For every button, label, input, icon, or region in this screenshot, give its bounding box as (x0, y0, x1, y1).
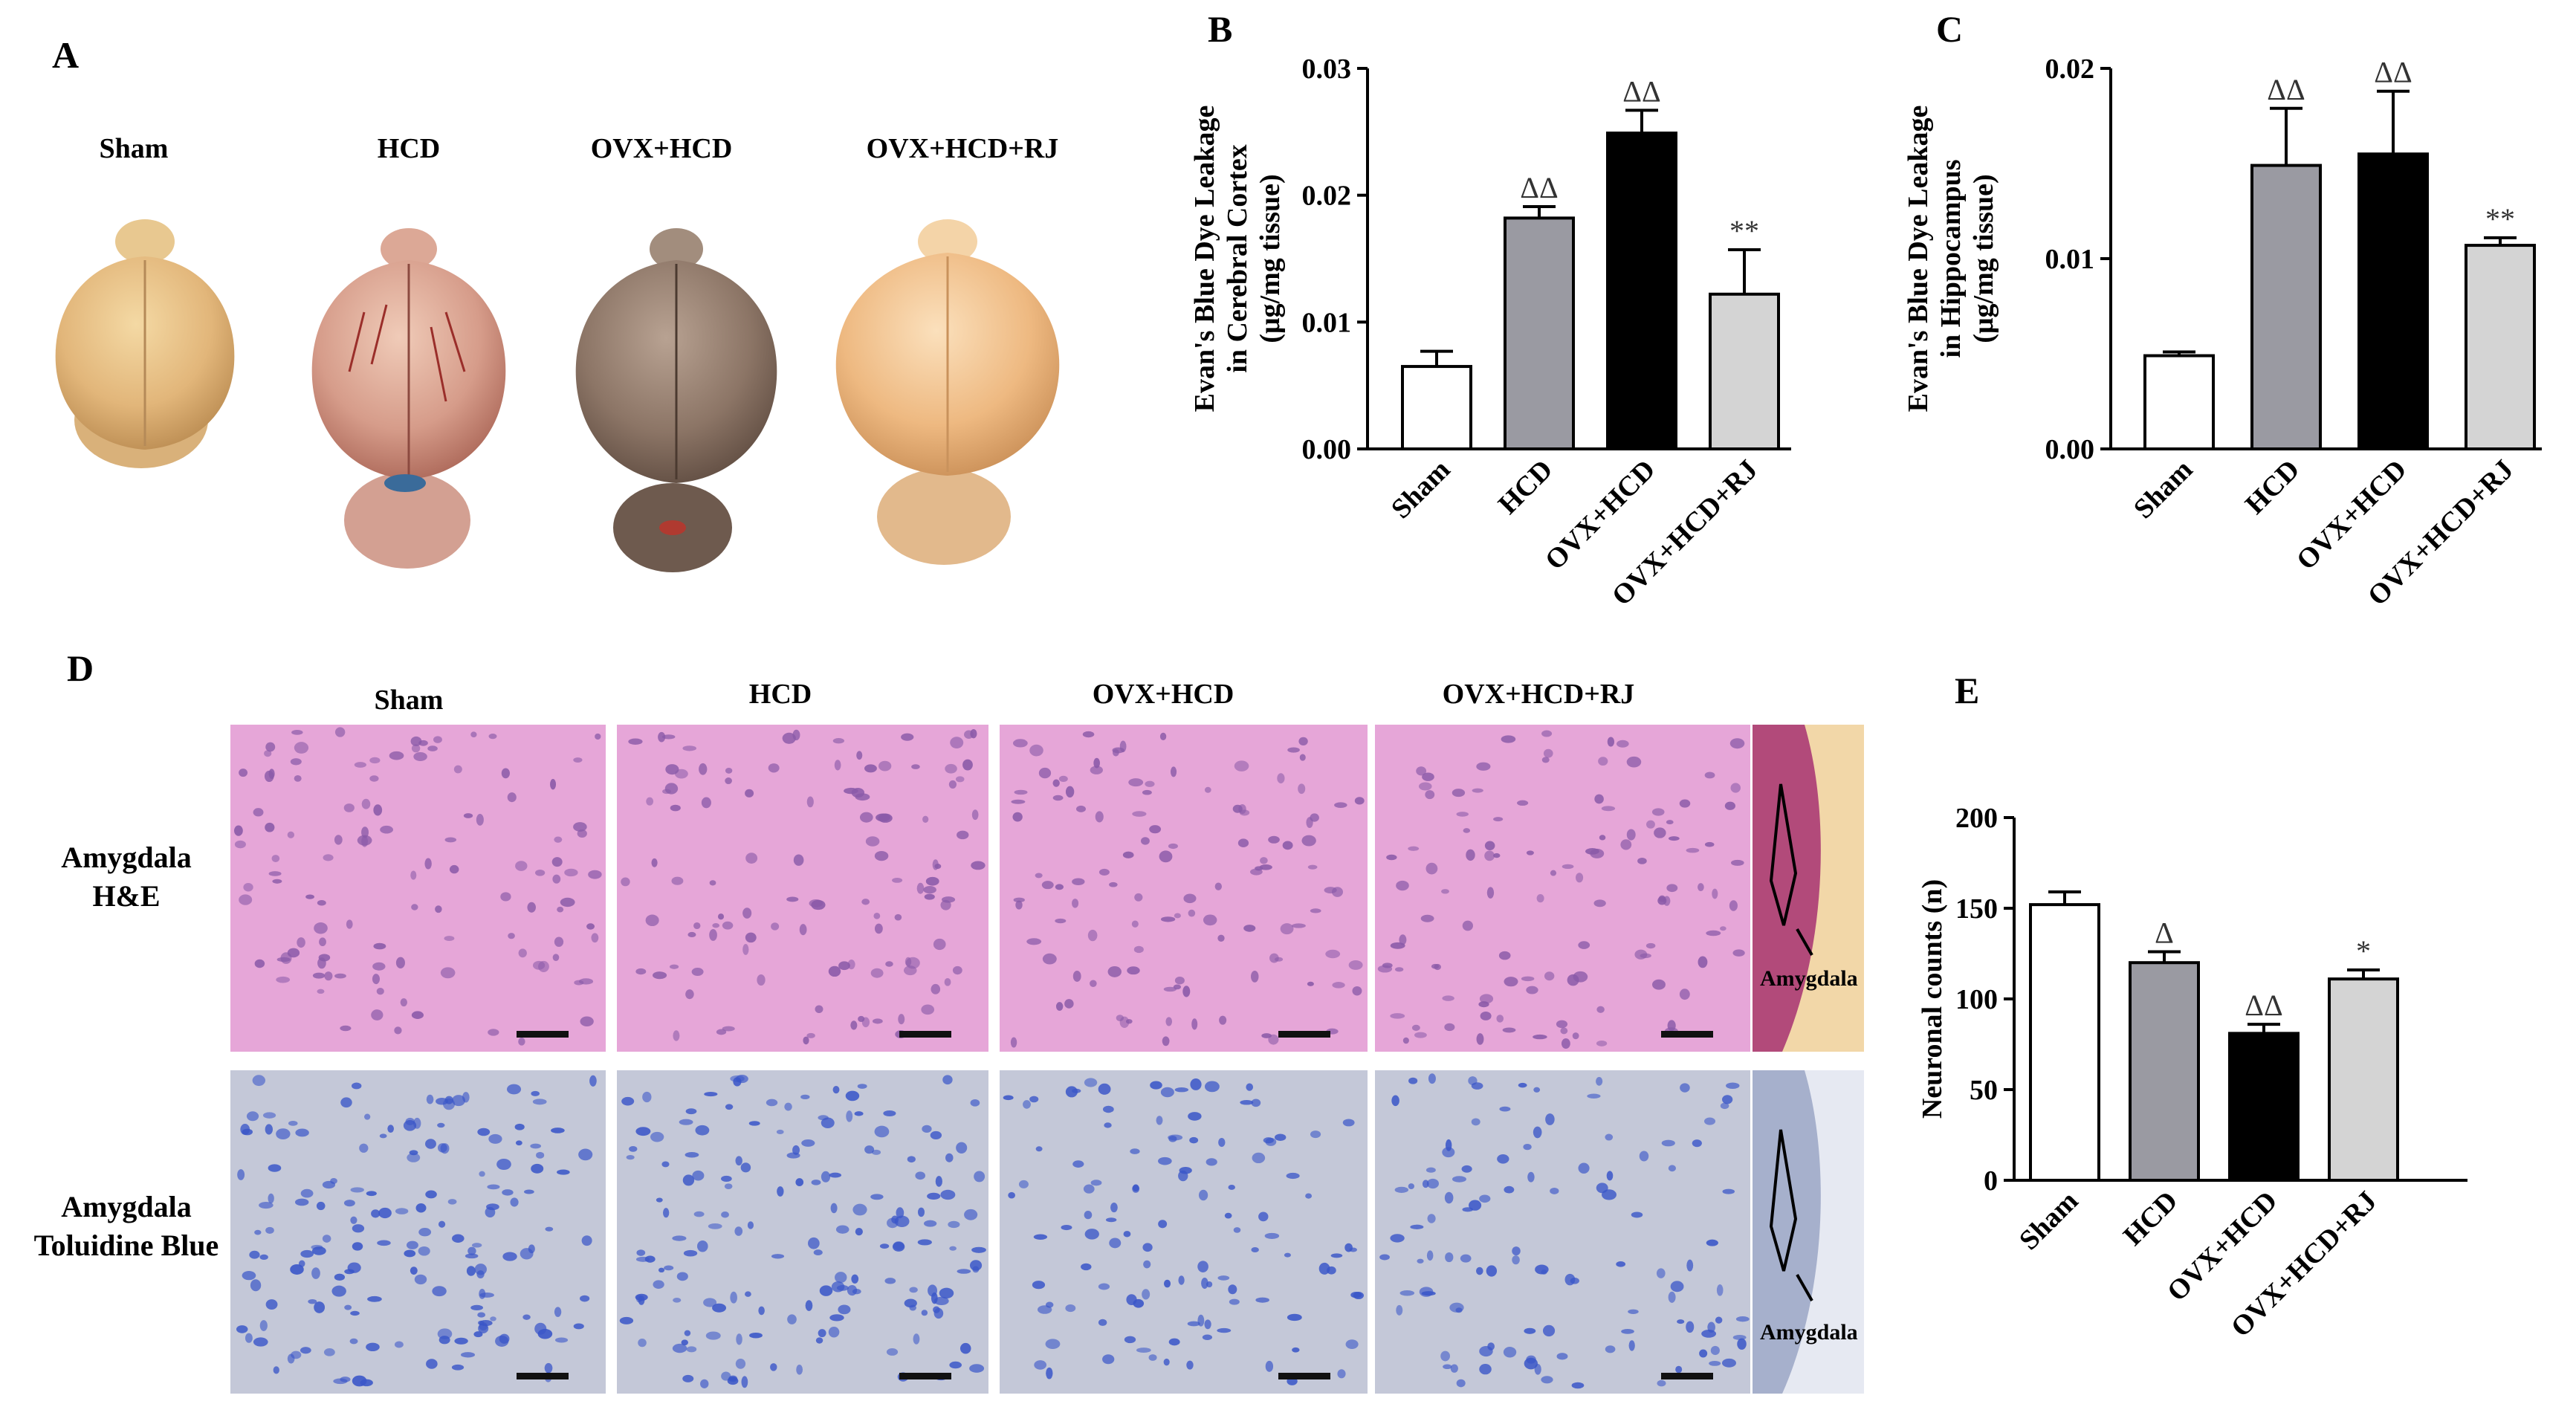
panel-d-column-label-ovx-hcd-rj: OVX+HCD+RJ (1442, 679, 1635, 710)
panel-d-letter: D (67, 647, 94, 689)
bar (2143, 354, 2215, 450)
panel-d-micrographs (230, 725, 1864, 1394)
scale-bar (1661, 1373, 1713, 1379)
chart-e: 0 50 100 150 200 Neuronal counts (n) Sham Δ HCD Δ… (1917, 803, 2467, 1343)
panel-d-row-label-tb: Amygdala Toluidine Blue (7, 1188, 245, 1265)
significance-marker: ** (1729, 214, 1759, 248)
scale-bar (517, 1373, 569, 1379)
y-tick-label: 50 (1970, 1075, 1998, 1106)
x-tick-label: HCD (1492, 454, 1559, 520)
bar (2465, 244, 2536, 450)
bar (1401, 365, 1472, 451)
significance-marker: ΔΔ (1622, 74, 1660, 108)
y-tick-label: 0 (1984, 1165, 1998, 1197)
panel-d-column-label-sham: Sham (374, 685, 444, 716)
bar (1606, 132, 1677, 450)
panel-e-letter: E (1955, 670, 1980, 711)
toluidine-micrograph (230, 1070, 606, 1394)
bar (2029, 903, 2100, 1182)
amygdala-outline (1769, 1129, 1798, 1272)
significance-marker: ** (2485, 202, 2515, 236)
row-label-tb-line2: Toluidine Blue (33, 1229, 219, 1262)
x-tick-label: HCD (2239, 454, 2305, 520)
panel-a-group-label-sham: Sham (99, 133, 169, 164)
he-micrograph (1375, 725, 1750, 1052)
scale-bar (1278, 1031, 1330, 1038)
y-tick-label: 0.02 (2045, 54, 2095, 85)
x-tick-label: HCD (2117, 1185, 2184, 1252)
he-micrograph (1000, 725, 1368, 1052)
significance-marker: ΔΔ (2267, 73, 2305, 106)
bar (2250, 164, 2322, 450)
significance-marker: ΔΔ (2245, 989, 2282, 1022)
scale-bar (899, 1373, 951, 1379)
panel-d-column-label-hcd: HCD (748, 679, 812, 710)
x-tick-label: Sham (2128, 454, 2198, 525)
y-tick-label: 0.02 (1302, 181, 1352, 212)
bar (2328, 977, 2399, 1182)
inset-label-tb: Amygdala (1760, 1320, 1858, 1345)
amygdala-outline (1769, 783, 1798, 926)
chart-b: 0.00 0.01 0.02 0.03 Evan's Blue Dye Leakage i… (1189, 54, 1791, 612)
bar (1504, 216, 1575, 450)
y-axis-label: Neuronal counts (n) (1917, 879, 1948, 1119)
scale-bar (1661, 1031, 1713, 1038)
amygdala-inset-tb (1753, 1070, 1864, 1394)
x-tick-label: Sham (1385, 454, 1456, 525)
brain-photo-ovx-hcd (575, 228, 777, 572)
panel-a-brain-photos (55, 219, 1060, 572)
panel-a-group-label-ovx-hcd-rj: OVX+HCD+RJ (866, 133, 1059, 164)
he-micrograph (617, 725, 988, 1052)
panel-d-row-label-he: Amygdala H&E (15, 838, 238, 916)
significance-marker: ΔΔ (1520, 171, 1558, 204)
x-tick-label: Sham (2013, 1185, 2084, 1256)
panel-a-letter: A (52, 34, 80, 76)
y-tick-label: 200 (1955, 803, 1998, 834)
row-label-he-line1: Amygdala (61, 841, 192, 874)
panel-a-group-label-hcd: HCD (377, 133, 441, 164)
toluidine-micrograph (617, 1070, 988, 1394)
bar (1709, 292, 1780, 450)
amygdala-inset-he (1753, 725, 1864, 1052)
significance-marker: * (2356, 934, 2371, 968)
panel-c-letter: C (1936, 8, 1964, 50)
chart-c: 0.00 0.01 0.02 Evan's Blue Dye Leakage in Hi… (1903, 54, 2542, 612)
row-label-he-line2: H&E (92, 879, 161, 913)
toluidine-micrograph (1000, 1070, 1368, 1394)
brain-photo-ovx-hcd-rj (835, 219, 1060, 565)
bar (2357, 152, 2429, 450)
inset-label-he: Amygdala (1760, 966, 1858, 991)
panel-b-letter: B (1208, 8, 1233, 50)
scale-bar (1278, 1373, 1330, 1379)
y-tick-label: 150 (1955, 893, 1998, 925)
y-tick-label: 0.00 (2045, 434, 2095, 465)
y-tick-label: 0.01 (2045, 244, 2095, 275)
y-axis-label: (μg/mg tissue) (1255, 174, 1286, 343)
y-tick-label: 0.00 (1302, 434, 1352, 465)
y-tick-label: 0.03 (1302, 54, 1352, 85)
y-axis-label: Evan's Blue Dye Leakage (1189, 106, 1220, 413)
y-axis-label: Evan's Blue Dye Leakage (1903, 106, 1934, 413)
y-axis-label: in Hippocampus (1935, 159, 1967, 358)
panel-d-column-label-ovx-hcd: OVX+HCD (1092, 679, 1234, 710)
brain-photo-hcd (311, 228, 506, 569)
he-micrograph (230, 725, 606, 1052)
bar (2129, 961, 2200, 1182)
arrow-icon (1796, 1274, 1813, 1301)
toluidine-micrograph (1375, 1070, 1750, 1394)
panel-a-group-label-ovx-hcd: OVX+HCD (590, 133, 733, 164)
y-axis-label: in Cerebral Cortex (1222, 144, 1253, 372)
y-tick-label: 0.01 (1302, 307, 1352, 338)
scale-bar (899, 1031, 951, 1038)
y-tick-label: 100 (1955, 984, 1998, 1015)
bar (2228, 1032, 2300, 1182)
arrow-icon (1796, 928, 1813, 956)
scale-bar (517, 1031, 569, 1038)
significance-marker: ΔΔ (2374, 56, 2412, 89)
y-axis-label: (μg/mg tissue) (1968, 174, 1999, 343)
brain-photo-sham (55, 219, 235, 468)
significance-marker: Δ (2155, 916, 2174, 950)
row-label-tb-line1: Amygdala (61, 1190, 192, 1223)
